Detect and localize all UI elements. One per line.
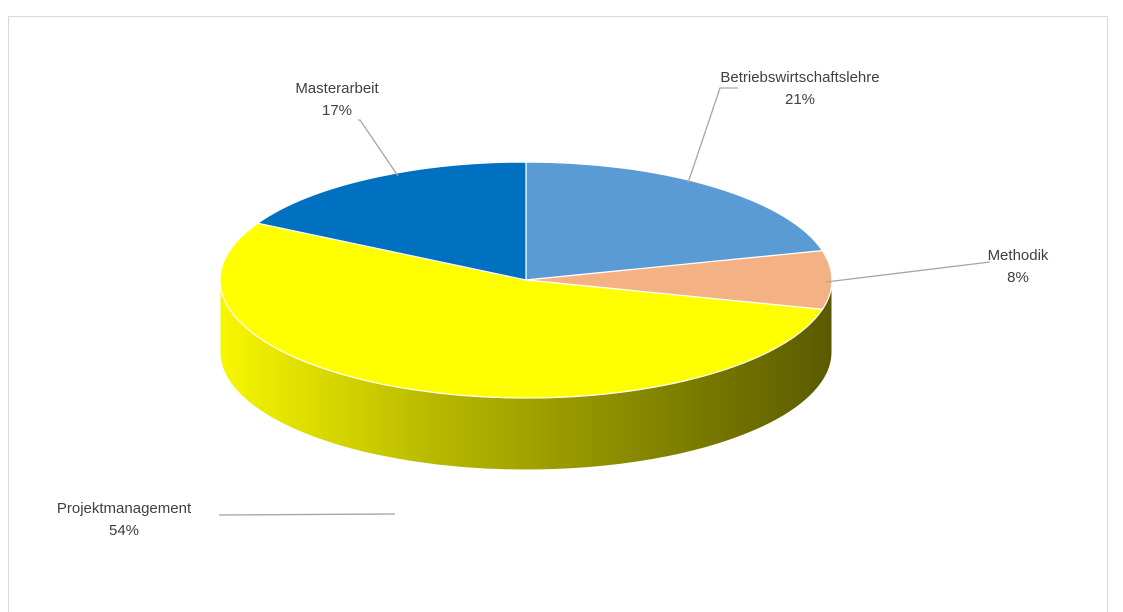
pie-slices xyxy=(219,161,833,399)
pie-labels: Betriebswirtschaftslehre 21% Methodik 8% Pro… xyxy=(57,69,1049,539)
leader-line-masterarbeit xyxy=(358,119,399,177)
slice-masterarbeit xyxy=(256,161,527,281)
label-methodik: Methodik 8% xyxy=(988,247,1049,286)
label-masterarbeit: Masterarbeit 17% xyxy=(295,80,379,119)
slice-betriebswirtschaftslehre xyxy=(525,161,824,281)
leader-line-betriebswirtschaftslehre xyxy=(687,87,738,184)
slice-projektmanagement xyxy=(219,222,824,399)
label-projektmanagement: Projektmanagement 54% xyxy=(57,500,192,539)
leader-line-projektmanagement xyxy=(219,513,396,516)
chart-area xyxy=(8,16,1108,612)
leader-line-methodik xyxy=(825,261,991,283)
label-betriebswirtschaftslehre: Betriebswirtschaftslehre 21% xyxy=(720,69,879,108)
slice-methodik xyxy=(525,250,833,310)
